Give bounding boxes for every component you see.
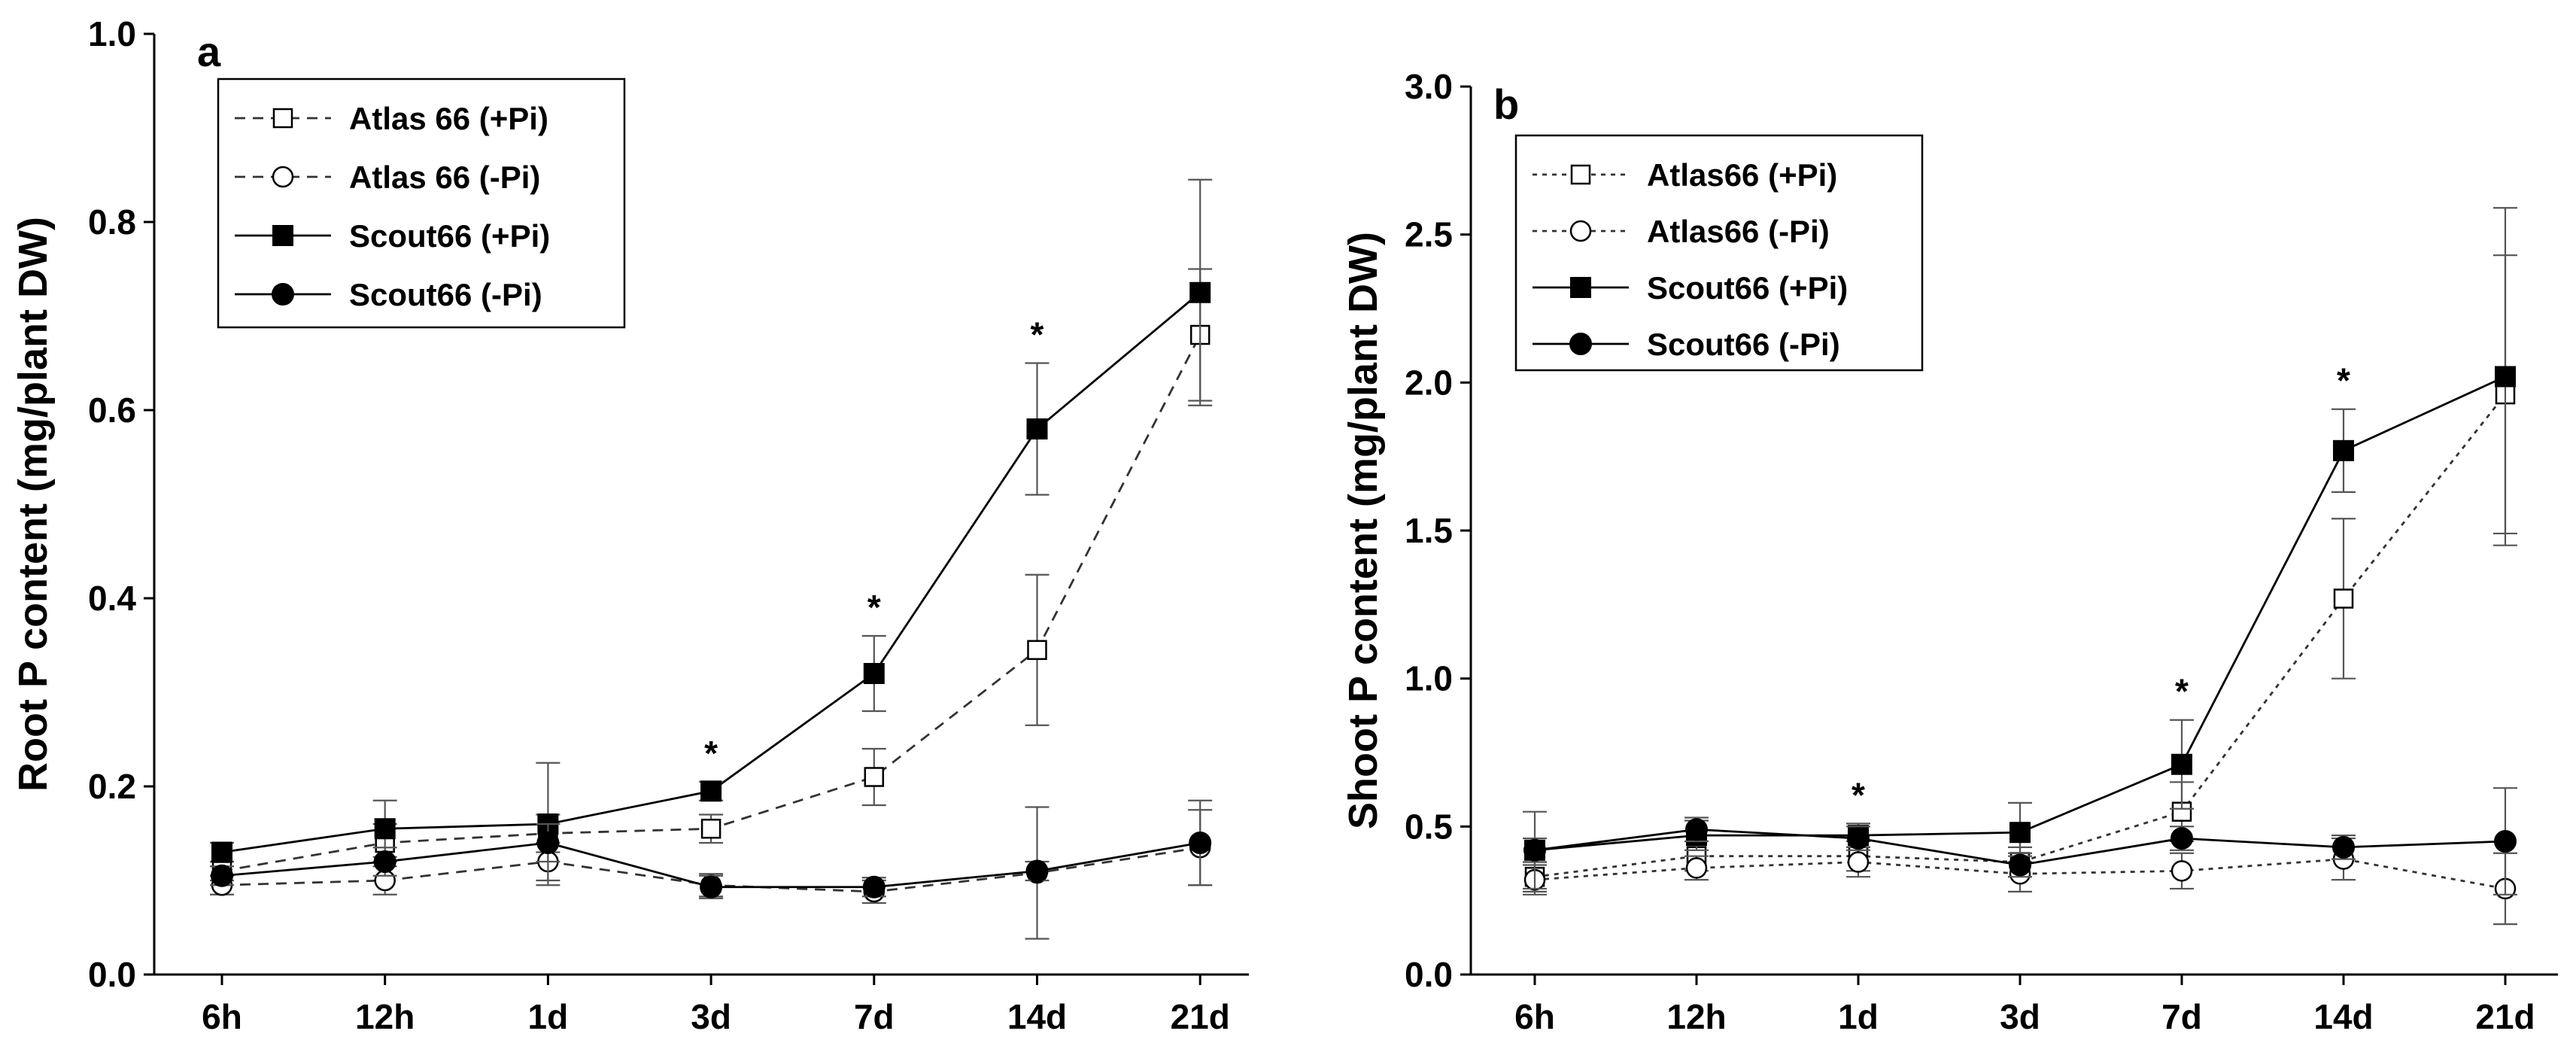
- series-3: [1523, 787, 2517, 896]
- y-tick-label: 1.5: [1405, 511, 1453, 550]
- significance-marker: *: [1031, 315, 1044, 354]
- x-tick-label: 1d: [1838, 997, 1879, 1036]
- data-point: [2009, 853, 2031, 877]
- data-point: [700, 875, 723, 899]
- data-point: [1685, 818, 1708, 841]
- legend: Atlas66 (+Pi) Atlas66 (-Pi) Scout66 (+Pi) S…: [1514, 134, 1924, 372]
- data-point: [2170, 860, 2193, 882]
- y-tick-label: 2.0: [1405, 363, 1453, 402]
- legend-entry: Scout66 (+Pi): [1647, 270, 1848, 306]
- data-point: [1026, 418, 1048, 439]
- legend-entry: Scout66 (-Pi): [349, 277, 542, 312]
- data-point: [211, 841, 232, 863]
- legend-marker: [272, 108, 293, 129]
- data-point: [373, 850, 396, 873]
- x-tick-label: 7d: [2161, 997, 2202, 1036]
- data-point: [2171, 753, 2192, 775]
- data-point: [700, 780, 722, 802]
- x-tick-label: 14d: [2313, 997, 2373, 1036]
- y-tick-label: 0.2: [88, 767, 136, 806]
- y-tick-label: 1.0: [88, 14, 136, 53]
- legend-marker: [1569, 333, 1592, 355]
- significance-marker: *: [2337, 361, 2350, 400]
- legend-marker: [1569, 220, 1592, 242]
- data-point: [536, 832, 560, 854]
- x-tick-label: 7d: [854, 997, 895, 1036]
- legend-entry: Atlas 66 (+Pi): [349, 101, 548, 136]
- legend-entry: Atlas66 (-Pi): [1647, 214, 1830, 249]
- data-point: [211, 864, 233, 887]
- data-point: [1523, 838, 1546, 862]
- legend-entry: Atlas 66 (-Pi): [349, 160, 540, 195]
- significance-marker: *: [867, 588, 881, 627]
- y-tick-label: 0.4: [88, 579, 136, 618]
- x-tick-label: 3d: [691, 997, 731, 1036]
- y-tick-label: 0.5: [1405, 807, 1453, 846]
- data-point: [1025, 859, 1049, 883]
- y-tick-label: 3.0: [1405, 67, 1453, 106]
- panel-letter: a: [197, 28, 221, 75]
- x-tick-label: 6h: [202, 997, 242, 1036]
- y-tick-label: 0.0: [88, 955, 136, 994]
- data-point: [700, 819, 721, 839]
- data-point: [1189, 832, 1212, 854]
- legend-marker: [1570, 164, 1591, 185]
- y-tick-label: 0.8: [88, 202, 136, 242]
- x-tick-label: 12h: [1666, 997, 1726, 1036]
- data-point: [2333, 588, 2354, 609]
- data-point: [1189, 281, 1211, 303]
- legend-entry: Scout66 (+Pi): [349, 218, 550, 254]
- data-point: [1847, 851, 1870, 873]
- y-axis-label: Root P content (mg/plant DW): [11, 217, 56, 792]
- legend-marker: [1570, 277, 1591, 298]
- data-point: [864, 767, 885, 787]
- legend-entry: Scout66 (-Pi): [1647, 327, 1840, 362]
- data-point: [374, 818, 396, 840]
- data-point: [2495, 366, 2516, 388]
- x-tick-label: 6h: [1514, 997, 1555, 1036]
- x-tick-label: 21d: [2475, 997, 2535, 1036]
- data-point: [1027, 640, 1047, 660]
- y-tick-label: 2.5: [1405, 215, 1453, 254]
- panel-letter: b: [1493, 81, 1519, 128]
- significance-marker: *: [1852, 775, 1865, 814]
- data-point: [1847, 827, 1870, 850]
- chart-panel-b: 0.0 0.5 1.0 1.5 2.0 2.5 3.0 6h 12h 1d 3d 7d 14d 21d Sh…: [1341, 67, 2558, 1036]
- legend-marker: [272, 225, 293, 246]
- y-tick-label: 1.0: [1405, 659, 1453, 698]
- chart-panel-a: 0.0 0.2 0.4 0.6 0.8 1.0 6h 12h 1d 3d 7d 14d 21d Root …: [11, 14, 1249, 1036]
- legend-marker: [272, 166, 294, 188]
- data-point: [2333, 439, 2354, 461]
- series-3: [210, 799, 1213, 899]
- legend: Atlas 66 (+Pi) Atlas 66 (-Pi) Scout66 (+Pi…: [217, 78, 626, 329]
- significance-marker: *: [704, 734, 718, 773]
- data-point: [2332, 835, 2355, 859]
- x-tick-label: 12h: [355, 997, 415, 1036]
- data-point: [2009, 822, 2031, 844]
- legend-marker: [272, 283, 294, 306]
- x-tick-label: 3d: [2000, 997, 2040, 1036]
- data-point: [2494, 830, 2517, 853]
- series-line: [1534, 376, 2506, 852]
- y-axis-label: Shoot P content (mg/plant DW): [1341, 232, 1386, 829]
- data-point: [1685, 857, 1708, 879]
- legend-entry: Atlas66 (+Pi): [1647, 157, 1837, 193]
- x-tick-label: 1d: [528, 997, 569, 1036]
- y-tick-label: 0.0: [1405, 955, 1453, 994]
- data-point: [862, 875, 886, 899]
- y-tick-label: 0.6: [88, 391, 136, 430]
- data-point: [2170, 827, 2193, 850]
- x-tick-label: 14d: [1007, 997, 1067, 1036]
- significance-marker: *: [2175, 672, 2189, 711]
- x-tick-label: 21d: [1171, 997, 1230, 1036]
- data-point: [863, 663, 885, 684]
